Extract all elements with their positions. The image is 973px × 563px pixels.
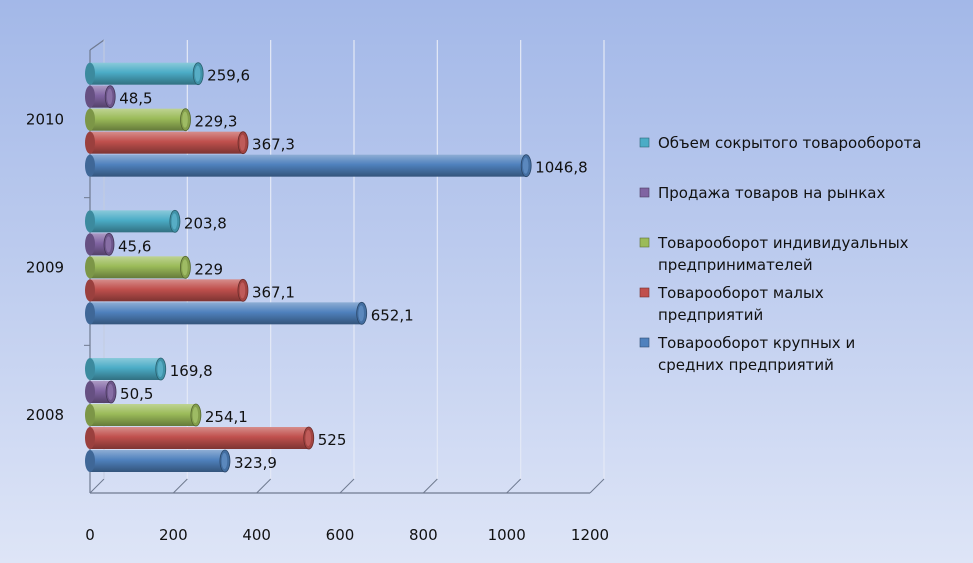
data-label: 48,5 <box>119 90 152 108</box>
floor-grid-line <box>506 478 522 494</box>
category-label: 2008 <box>26 406 64 424</box>
bar <box>85 380 117 404</box>
data-label: 652,1 <box>371 306 414 324</box>
data-label: 1046,8 <box>535 159 588 177</box>
bar <box>85 154 532 178</box>
legend-label: Товарооборот крупных и <box>657 334 855 352</box>
bar <box>85 449 231 473</box>
legend-label: Товарооборот малых <box>657 284 824 302</box>
x-tick-label: 1200 <box>571 526 609 544</box>
legend-label: Товарооборот индивидуальных <box>657 234 909 252</box>
legend-label: средних предприятий <box>658 356 834 374</box>
legend-swatch <box>639 287 650 298</box>
legend-item: Товарооборот индивидуальных предпринимате… <box>639 234 909 274</box>
data-label: 50,5 <box>120 385 153 403</box>
legend-swatch <box>639 337 650 348</box>
bar <box>85 357 167 381</box>
category-label: 2010 <box>26 111 64 129</box>
data-label: 259,6 <box>207 67 250 85</box>
x-tick-label: 200 <box>159 526 188 544</box>
legend-item: Товарооборот малых предприятий <box>639 284 824 324</box>
category-label: 2009 <box>26 258 64 276</box>
legend-label: Объем сокрытого товарооборота <box>658 134 921 152</box>
data-label: 203,8 <box>184 214 227 232</box>
legend-label: предпринимателей <box>658 256 813 274</box>
data-label: 229 <box>194 260 223 278</box>
data-label: 254,1 <box>205 408 248 426</box>
legend: Объем сокрытого товарооборота Продажа тов… <box>639 134 921 374</box>
legend-item: Продажа товаров на рынках <box>639 184 885 202</box>
data-labels: 169,8 50,5 254,1 525 323,9 203,8 45,6 229 367,1 6… <box>118 67 588 472</box>
bar <box>85 209 181 233</box>
floor-grid-line <box>172 478 188 494</box>
bar <box>85 131 249 155</box>
bar <box>85 108 191 132</box>
x-tick-label: 400 <box>242 526 271 544</box>
data-label: 323,9 <box>234 454 277 472</box>
data-label: 525 <box>318 431 347 449</box>
legend-label: Продажа товаров на рынках <box>658 184 885 202</box>
floor-grid-line <box>589 478 605 494</box>
legend-item: Товарооборот крупных и средних предприяти… <box>639 334 855 374</box>
bar <box>85 301 368 325</box>
bar <box>85 62 204 86</box>
bar <box>85 255 191 279</box>
x-tick-label: 1000 <box>488 526 526 544</box>
data-label: 367,3 <box>252 136 295 154</box>
bar <box>85 85 116 109</box>
bar <box>85 403 202 427</box>
floor-grid-line <box>256 478 272 494</box>
bar <box>85 426 315 450</box>
bar <box>85 278 249 302</box>
floor-grid-line <box>89 478 105 494</box>
axis-depth-line <box>89 39 105 51</box>
bar <box>85 232 115 256</box>
legend-label: предприятий <box>658 306 763 324</box>
bars <box>85 62 532 473</box>
x-tick-label: 600 <box>326 526 355 544</box>
x-tick-label: 800 <box>409 526 438 544</box>
data-label: 45,6 <box>118 237 151 255</box>
x-tick-label: 0 <box>85 526 95 544</box>
data-label: 229,3 <box>195 113 238 131</box>
legend-item: Объем сокрытого товарооборота <box>639 134 921 152</box>
legend-swatch <box>639 187 650 198</box>
data-label: 367,1 <box>252 283 295 301</box>
floor-grid-line <box>422 478 438 494</box>
data-label: 169,8 <box>170 362 213 380</box>
legend-swatch <box>639 237 650 248</box>
legend-swatch <box>639 137 650 148</box>
floor-grid-line <box>339 478 355 494</box>
